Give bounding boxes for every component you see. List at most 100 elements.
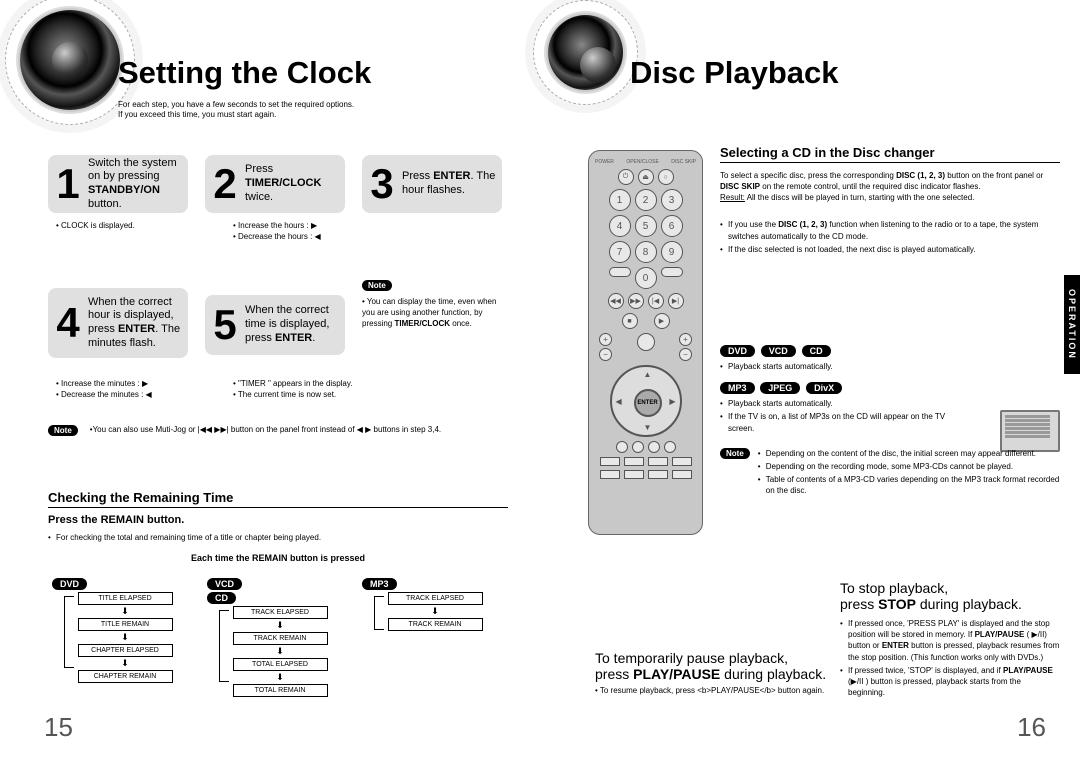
remote-rect-btn[interactable] [648, 470, 668, 479]
minus-button-icon[interactable]: − [599, 348, 612, 361]
num-0[interactable]: 0 [635, 267, 657, 289]
remote-rect-btn[interactable] [624, 470, 644, 479]
tag-dvd: DVD [720, 345, 755, 357]
step-2-sub: • Increase the hours : • Decrease the ho… [233, 220, 321, 242]
step-5-num: 5 [211, 304, 239, 346]
step-3-box: 3 Press ENTER. The hour flashes. [362, 155, 502, 213]
tag-jpeg: JPEG [760, 382, 800, 394]
remote-control: POWER OPEN/CLOSE DISC SKIP ⏻ ⏏ ○ 123 456… [588, 150, 703, 535]
pause-section: To temporarily pause playback, press PLA… [595, 650, 835, 697]
remain-sub: Press the REMAIN button. [48, 514, 508, 526]
playback-note-1: Depending on the content of the disc, th… [758, 448, 1060, 459]
dpad-up-icon[interactable]: ▲ [644, 370, 652, 379]
remain-section: Checking the Remaining Time Press the RE… [48, 490, 508, 563]
skip-back-icon[interactable]: |◀ [648, 293, 664, 309]
tag-cd: CD [802, 345, 831, 357]
skip-fwd-icon[interactable]: ▶| [668, 293, 684, 309]
bottom-note-text: •You can also use Muti-Jog or |◀◀ ▶▶| bu… [90, 425, 508, 436]
remote-label: POWER [595, 159, 614, 165]
enter-button[interactable]: ENTER [634, 389, 662, 417]
tv-screen-icon [1000, 410, 1060, 452]
dpad[interactable]: ▲ ▼ ◀ ▶ ENTER [610, 365, 682, 437]
stop-button-icon[interactable]: ■ [622, 313, 638, 329]
step-1-num: 1 [54, 163, 82, 205]
step-3-text: Press ENTER. The hour flashes. [402, 170, 496, 198]
page-number-left: 15 [44, 712, 73, 743]
num-1[interactable]: 1 [609, 189, 631, 211]
seq-item: TITLE ELAPSED [78, 592, 173, 605]
step-4-sub: • Increase the minutes : • Decrease the … [56, 378, 152, 400]
note-badge: Note [362, 280, 392, 291]
remote-rect-btn[interactable] [672, 457, 692, 466]
power-button-icon[interactable]: ⏻ [618, 169, 634, 185]
note-side-text: • You can display the time, even when yo… [362, 297, 507, 329]
step-4-box: 4 When the correct hour is displayed, pr… [48, 288, 188, 358]
num-3[interactable]: 3 [661, 189, 683, 211]
step-3-num: 3 [368, 163, 396, 205]
selecting-bullet-1: If you use the DISC (1, 2, 3) function w… [720, 219, 1060, 241]
remote-rect-btn[interactable] [600, 457, 620, 466]
num-8[interactable]: 8 [635, 241, 657, 263]
remote-pill-button[interactable] [661, 267, 683, 277]
remote-pill-button[interactable] [609, 267, 631, 277]
selecting-bullet-2: If the disc selected is not loaded, the … [720, 244, 1060, 255]
playback-note-3: Table of contents of a MP3-CD varies dep… [758, 474, 1060, 496]
num-6[interactable]: 6 [661, 215, 683, 237]
down-arrow-icon: ⬇ [121, 659, 129, 668]
seq-item: CHAPTER ELAPSED [78, 644, 173, 657]
stop-bullet-1: If pressed once, 'PRESS PLAY' is display… [840, 618, 1060, 663]
remain-each-label: Each time the REMAIN button is pressed [48, 553, 508, 563]
remote-small-btn[interactable] [664, 441, 676, 453]
dpad-right-icon[interactable]: ▶ [669, 397, 675, 406]
tag-mp3: MP3 [720, 382, 755, 394]
num-5[interactable]: 5 [635, 215, 657, 237]
eject-button-icon[interactable]: ⏏ [638, 169, 654, 185]
down-button-icon[interactable]: − [679, 348, 692, 361]
playback-line-2b: If the TV is on, a list of MP3s on the C… [720, 411, 950, 433]
dpad-down-icon[interactable]: ▼ [644, 423, 652, 432]
step-5-text: When the correct time is displayed, pres… [245, 304, 339, 345]
step-2-box: 2 Press TIMER/CLOCK twice. [205, 155, 345, 213]
seq-col-vcd: VCD CD TRACK ELAPSED ⬇ TRACK REMAIN ⬇ TO… [215, 578, 345, 699]
dpad-left-icon[interactable]: ◀ [616, 397, 622, 406]
seq-item: TRACK ELAPSED [388, 592, 483, 605]
remote-rect-btn[interactable] [648, 457, 668, 466]
tag-vcd: VCD [207, 578, 242, 590]
tag-vcd: VCD [761, 345, 796, 357]
remote-rect-btn[interactable] [600, 470, 620, 479]
title-right: Disc Playback [630, 55, 839, 91]
remain-bullet: For checking the total and remaining tim… [48, 532, 508, 543]
disc-skip-button-icon[interactable]: ○ [658, 169, 674, 185]
seq-item: TRACK ELAPSED [233, 606, 328, 619]
stop-heading: To stop playback, press STOP during play… [840, 580, 1060, 612]
pause-heading: To temporarily pause playback, press PLA… [595, 650, 835, 682]
prev-button-icon[interactable]: ◀◀ [608, 293, 624, 309]
remote-small-btn[interactable] [616, 441, 628, 453]
step-5-box: 5 When the correct time is displayed, pr… [205, 295, 345, 355]
tag-mp3: MP3 [362, 578, 397, 590]
num-2[interactable]: 2 [635, 189, 657, 211]
remote-rect-btn[interactable] [672, 470, 692, 479]
bottom-note-row: Note •You can also use Muti-Jog or |◀◀ ▶… [48, 425, 508, 436]
remote-small-btn[interactable] [632, 441, 644, 453]
page-right: Disc Playback POWER OPEN/CLOSE DISC SKIP… [540, 0, 1080, 763]
num-7[interactable]: 7 [609, 241, 631, 263]
menu-button-icon[interactable] [637, 333, 655, 351]
play-button-icon[interactable]: ▶ [654, 313, 670, 329]
playback-note-2: Depending on the recording mode, some MP… [758, 461, 1060, 472]
plus-button-icon[interactable]: + [599, 333, 612, 346]
page-number-right: 16 [1017, 712, 1046, 743]
remote-label: DISC SKIP [671, 159, 696, 165]
stop-section: To stop playback, press STOP during play… [840, 580, 1060, 700]
remote-small-btn[interactable] [648, 441, 660, 453]
note-badge-3: Note [720, 448, 750, 459]
num-4[interactable]: 4 [609, 215, 631, 237]
remote-rect-btn[interactable] [624, 457, 644, 466]
next-button-icon[interactable]: ▶▶ [628, 293, 644, 309]
seq-item: CHAPTER REMAIN [78, 670, 173, 683]
page-left: Setting the Clock For each step, you hav… [0, 0, 540, 763]
seq-item: TITLE REMAIN [78, 618, 173, 631]
up-button-icon[interactable]: + [679, 333, 692, 346]
num-9[interactable]: 9 [661, 241, 683, 263]
tag-dvd: DVD [52, 578, 87, 590]
